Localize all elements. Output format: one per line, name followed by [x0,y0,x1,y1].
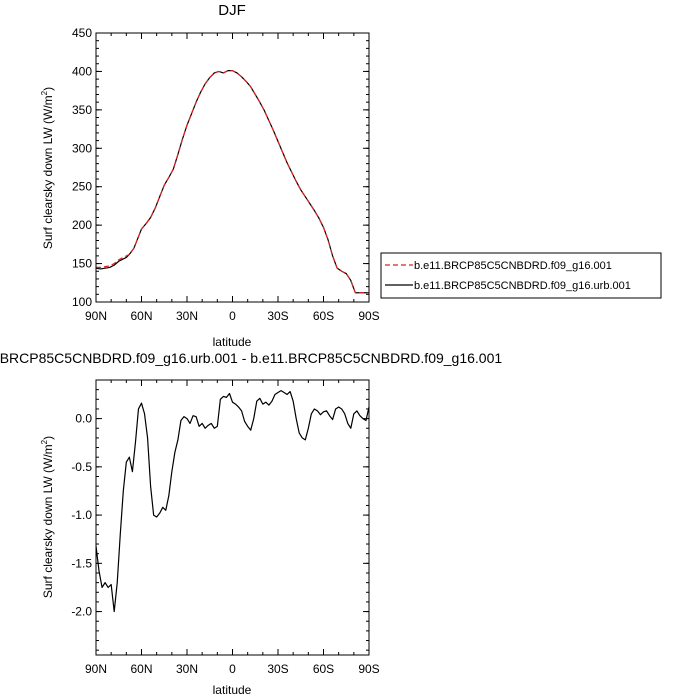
legend: b.e11.BRCP85C5CNBDRD.f09_g16.001 b.e11.B… [380,252,662,299]
top-x-tick-label: 30S [267,309,288,323]
bottom-x-tick-label: 90S [358,662,379,676]
top-plot-series [95,70,369,294]
top-y-tick-label: 400 [72,64,92,78]
top-x-tick-label: 0 [229,309,236,323]
bottom-y-axis-label: Surf clearsky down LW (W/m2) [40,436,55,598]
bottom-y-axis-label-sup: 2 [40,439,49,444]
top-y-tick-label: 450 [72,26,92,40]
bottom-x-tick-label: 90N [85,662,107,676]
top-y-axis-label: Surf clearsky down LW (W/m2) [40,87,55,249]
top-y-axis-label-main: Surf clearsky down LW (W/m [41,95,55,249]
top-y-tick-label: 300 [72,141,92,155]
legend-frame [380,252,662,299]
top-x-tick-label: 60S [313,309,334,323]
bottom-x-tick-label: 0 [229,662,236,676]
bottom-y-tick-label: -1.5 [71,556,92,570]
bottom-y-tick-label: 0.0 [75,412,92,426]
top-y-axis-label-close: ) [41,87,55,91]
bottom-axis-ticks: 90N 60N 30N 0 30S 60S 90S 0.0 -0.5 -1.0 -1.5 -2.0 [71,379,380,676]
bottom-title: b.e11.BRCP85C5CNBDRD.f09_g16.urb.001 - b… [0,350,502,366]
bottom-x-tick-label: 30N [176,662,198,676]
top-y-tick-label: 350 [72,103,92,117]
top-axis-ticks: 90N 60N 30N 0 30S 60S 90S 100 150 200 250 300 350 400… [72,26,380,323]
top-x-tick-label: 90N [85,309,107,323]
bottom-x-tick-label: 60S [313,662,334,676]
bottom-x-axis-label: latitude [213,683,252,697]
top-x-tick-label: 30N [176,309,198,323]
bottom-panel: b.e11.BRCP85C5CNBDRD.f09_g16.urb.001 - b… [0,350,502,697]
top-y-tick-label: 150 [72,257,92,271]
top-x-axis-label: latitude [213,335,252,349]
legend-label-urban: b.e11.BRCP85C5CNBDRD.f09_g16.urb.001 [414,280,631,292]
top-y-tick-label: 200 [72,218,92,232]
bottom-x-tick-label: 30S [267,662,288,676]
top-panel: DJF 90N 60N 30N 0 30S 60S 90S 100 150 200 250 300 35… [40,2,380,349]
bottom-series-line-0 [95,390,370,613]
top-series-line-0 [96,70,369,294]
bottom-y-tick-label: -0.5 [71,460,92,474]
top-y-tick-label: 100 [72,295,92,309]
top-title: DJF [218,2,246,19]
bottom-y-axis-label-close: ) [41,436,55,440]
top-x-tick-label: 60N [130,309,152,323]
bottom-y-axis-label-main: Surf clearsky down LW (W/m [41,444,55,598]
top-plot-frame [95,32,370,303]
top-series-line-1 [95,70,369,294]
bottom-x-tick-label: 60N [130,662,152,676]
top-x-tick-label: 90S [358,309,379,323]
top-y-axis-label-sup: 2 [40,90,49,95]
bottom-y-tick-label: -1.0 [71,508,92,522]
bottom-plot-series [95,390,370,613]
bottom-y-tick-label: -2.0 [71,605,92,619]
top-y-tick-label: 250 [72,180,92,194]
legend-label-control: b.e11.BRCP85C5CNBDRD.f09_g16.001 [414,260,612,272]
